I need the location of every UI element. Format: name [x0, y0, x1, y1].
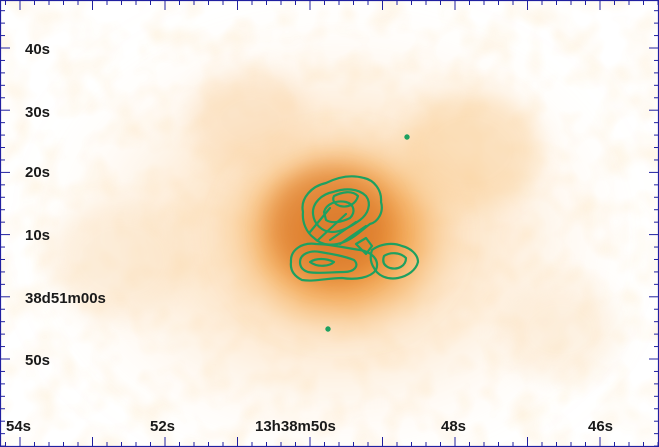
x-tick-label: 46s — [588, 418, 613, 435]
y-axis-labels: 40s 30s 20s 10s 38d51m00s 50s — [25, 41, 106, 369]
x-tick-label: 13h38m50s — [255, 418, 336, 435]
radio-contours — [289, 134, 420, 332]
y-tick-label: 20s — [25, 164, 50, 181]
x-tick-label: 54s — [6, 418, 31, 435]
x-axis-labels: 54s 52s 13h38m50s 48s 46s — [6, 418, 613, 435]
x-tick-label: 48s — [441, 418, 466, 435]
y-tick-label: 10s — [25, 227, 50, 244]
x-tick-label: 52s — [150, 418, 175, 435]
y-tick-label: 38d51m00s — [25, 290, 106, 307]
y-tick-label: 40s — [25, 41, 50, 58]
y-tick-label: 30s — [25, 104, 50, 121]
y-tick-label: 50s — [25, 352, 50, 369]
